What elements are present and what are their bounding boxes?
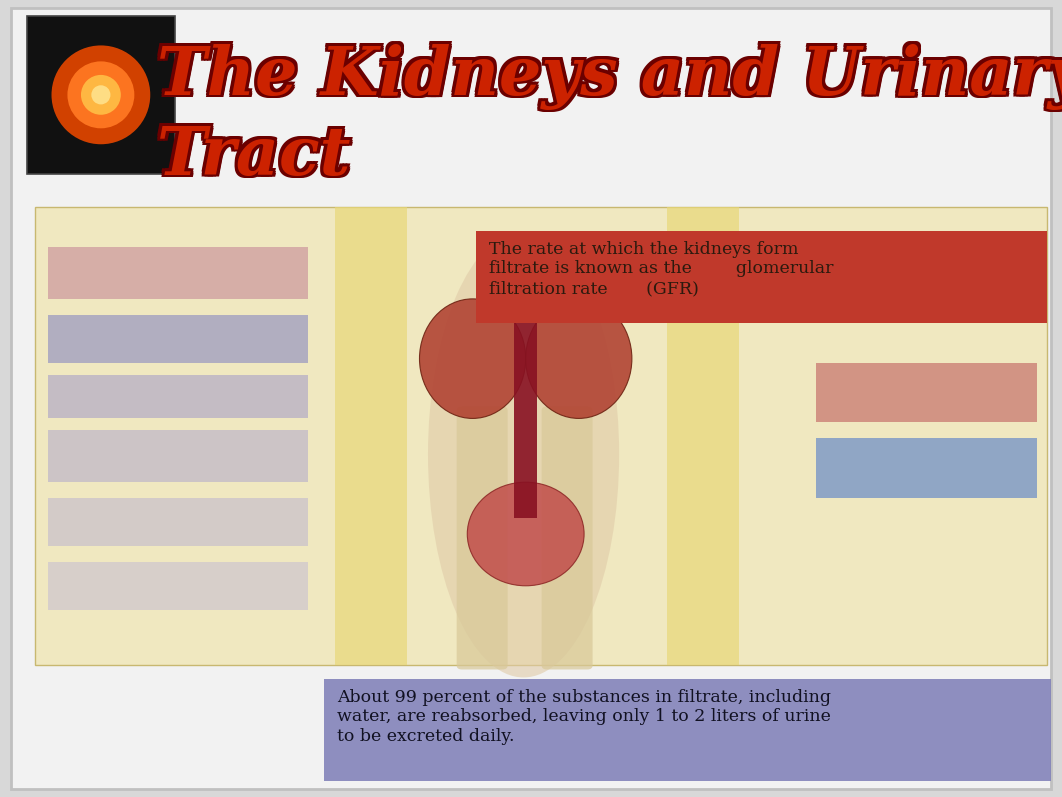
- FancyBboxPatch shape: [27, 16, 175, 174]
- Ellipse shape: [467, 482, 584, 586]
- FancyBboxPatch shape: [324, 679, 1051, 781]
- Text: The Kidneys and Urinary: The Kidneys and Urinary: [154, 46, 1062, 112]
- FancyBboxPatch shape: [816, 438, 1037, 498]
- FancyBboxPatch shape: [48, 247, 308, 299]
- Text: The Kidneys and Urinary: The Kidneys and Urinary: [154, 44, 1062, 110]
- Text: Tract: Tract: [154, 124, 348, 189]
- FancyBboxPatch shape: [48, 562, 308, 610]
- Ellipse shape: [81, 75, 121, 115]
- Text: Tract: Tract: [160, 124, 355, 189]
- Text: About 99 percent of the substances in filtrate, including
water, are reabsorbed,: About 99 percent of the substances in fi…: [337, 689, 830, 745]
- FancyBboxPatch shape: [48, 375, 308, 418]
- FancyBboxPatch shape: [667, 207, 739, 665]
- Ellipse shape: [51, 45, 151, 144]
- FancyBboxPatch shape: [335, 207, 407, 665]
- Ellipse shape: [91, 85, 110, 104]
- Ellipse shape: [526, 299, 632, 418]
- FancyBboxPatch shape: [48, 315, 308, 363]
- Ellipse shape: [419, 299, 526, 418]
- Text: Tract: Tract: [160, 126, 355, 191]
- Text: Tract: Tract: [157, 124, 352, 189]
- Text: Tract: Tract: [154, 126, 348, 191]
- Text: Tract: Tract: [157, 126, 352, 191]
- FancyBboxPatch shape: [476, 231, 1047, 323]
- Text: The Kidneys and Urinary: The Kidneys and Urinary: [160, 41, 1062, 108]
- Text: The Kidneys and Urinary: The Kidneys and Urinary: [160, 44, 1062, 110]
- FancyBboxPatch shape: [35, 207, 1047, 665]
- FancyBboxPatch shape: [542, 406, 593, 669]
- FancyBboxPatch shape: [11, 8, 1051, 789]
- FancyBboxPatch shape: [48, 430, 308, 482]
- Text: The rate at which the kidneys form
filtrate is known as the        glomerular
fi: The rate at which the kidneys form filtr…: [489, 241, 833, 297]
- Text: The Kidneys and Urinary: The Kidneys and Urinary: [160, 46, 1062, 112]
- Text: The Kidneys and Urinary: The Kidneys and Urinary: [157, 41, 1062, 108]
- Text: The Kidneys and Urinary: The Kidneys and Urinary: [157, 46, 1062, 112]
- Text: Tract: Tract: [160, 121, 355, 186]
- Text: Tract: Tract: [157, 121, 352, 186]
- Text: The Kidneys and Urinary: The Kidneys and Urinary: [154, 41, 1062, 108]
- Text: The Kidneys and Urinary: The Kidneys and Urinary: [157, 44, 1062, 110]
- Ellipse shape: [428, 231, 619, 677]
- FancyBboxPatch shape: [457, 406, 508, 669]
- Text: Tract: Tract: [154, 121, 348, 186]
- FancyBboxPatch shape: [816, 363, 1037, 422]
- FancyBboxPatch shape: [514, 263, 537, 518]
- Ellipse shape: [68, 61, 134, 128]
- FancyBboxPatch shape: [48, 498, 308, 546]
